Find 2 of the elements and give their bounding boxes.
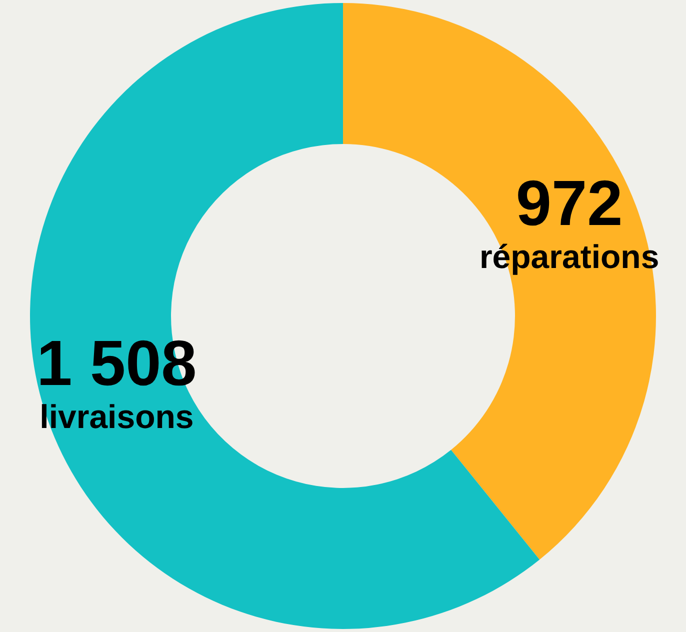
data-label: 972	[516, 167, 623, 240]
donut-slice	[343, 3, 656, 560]
